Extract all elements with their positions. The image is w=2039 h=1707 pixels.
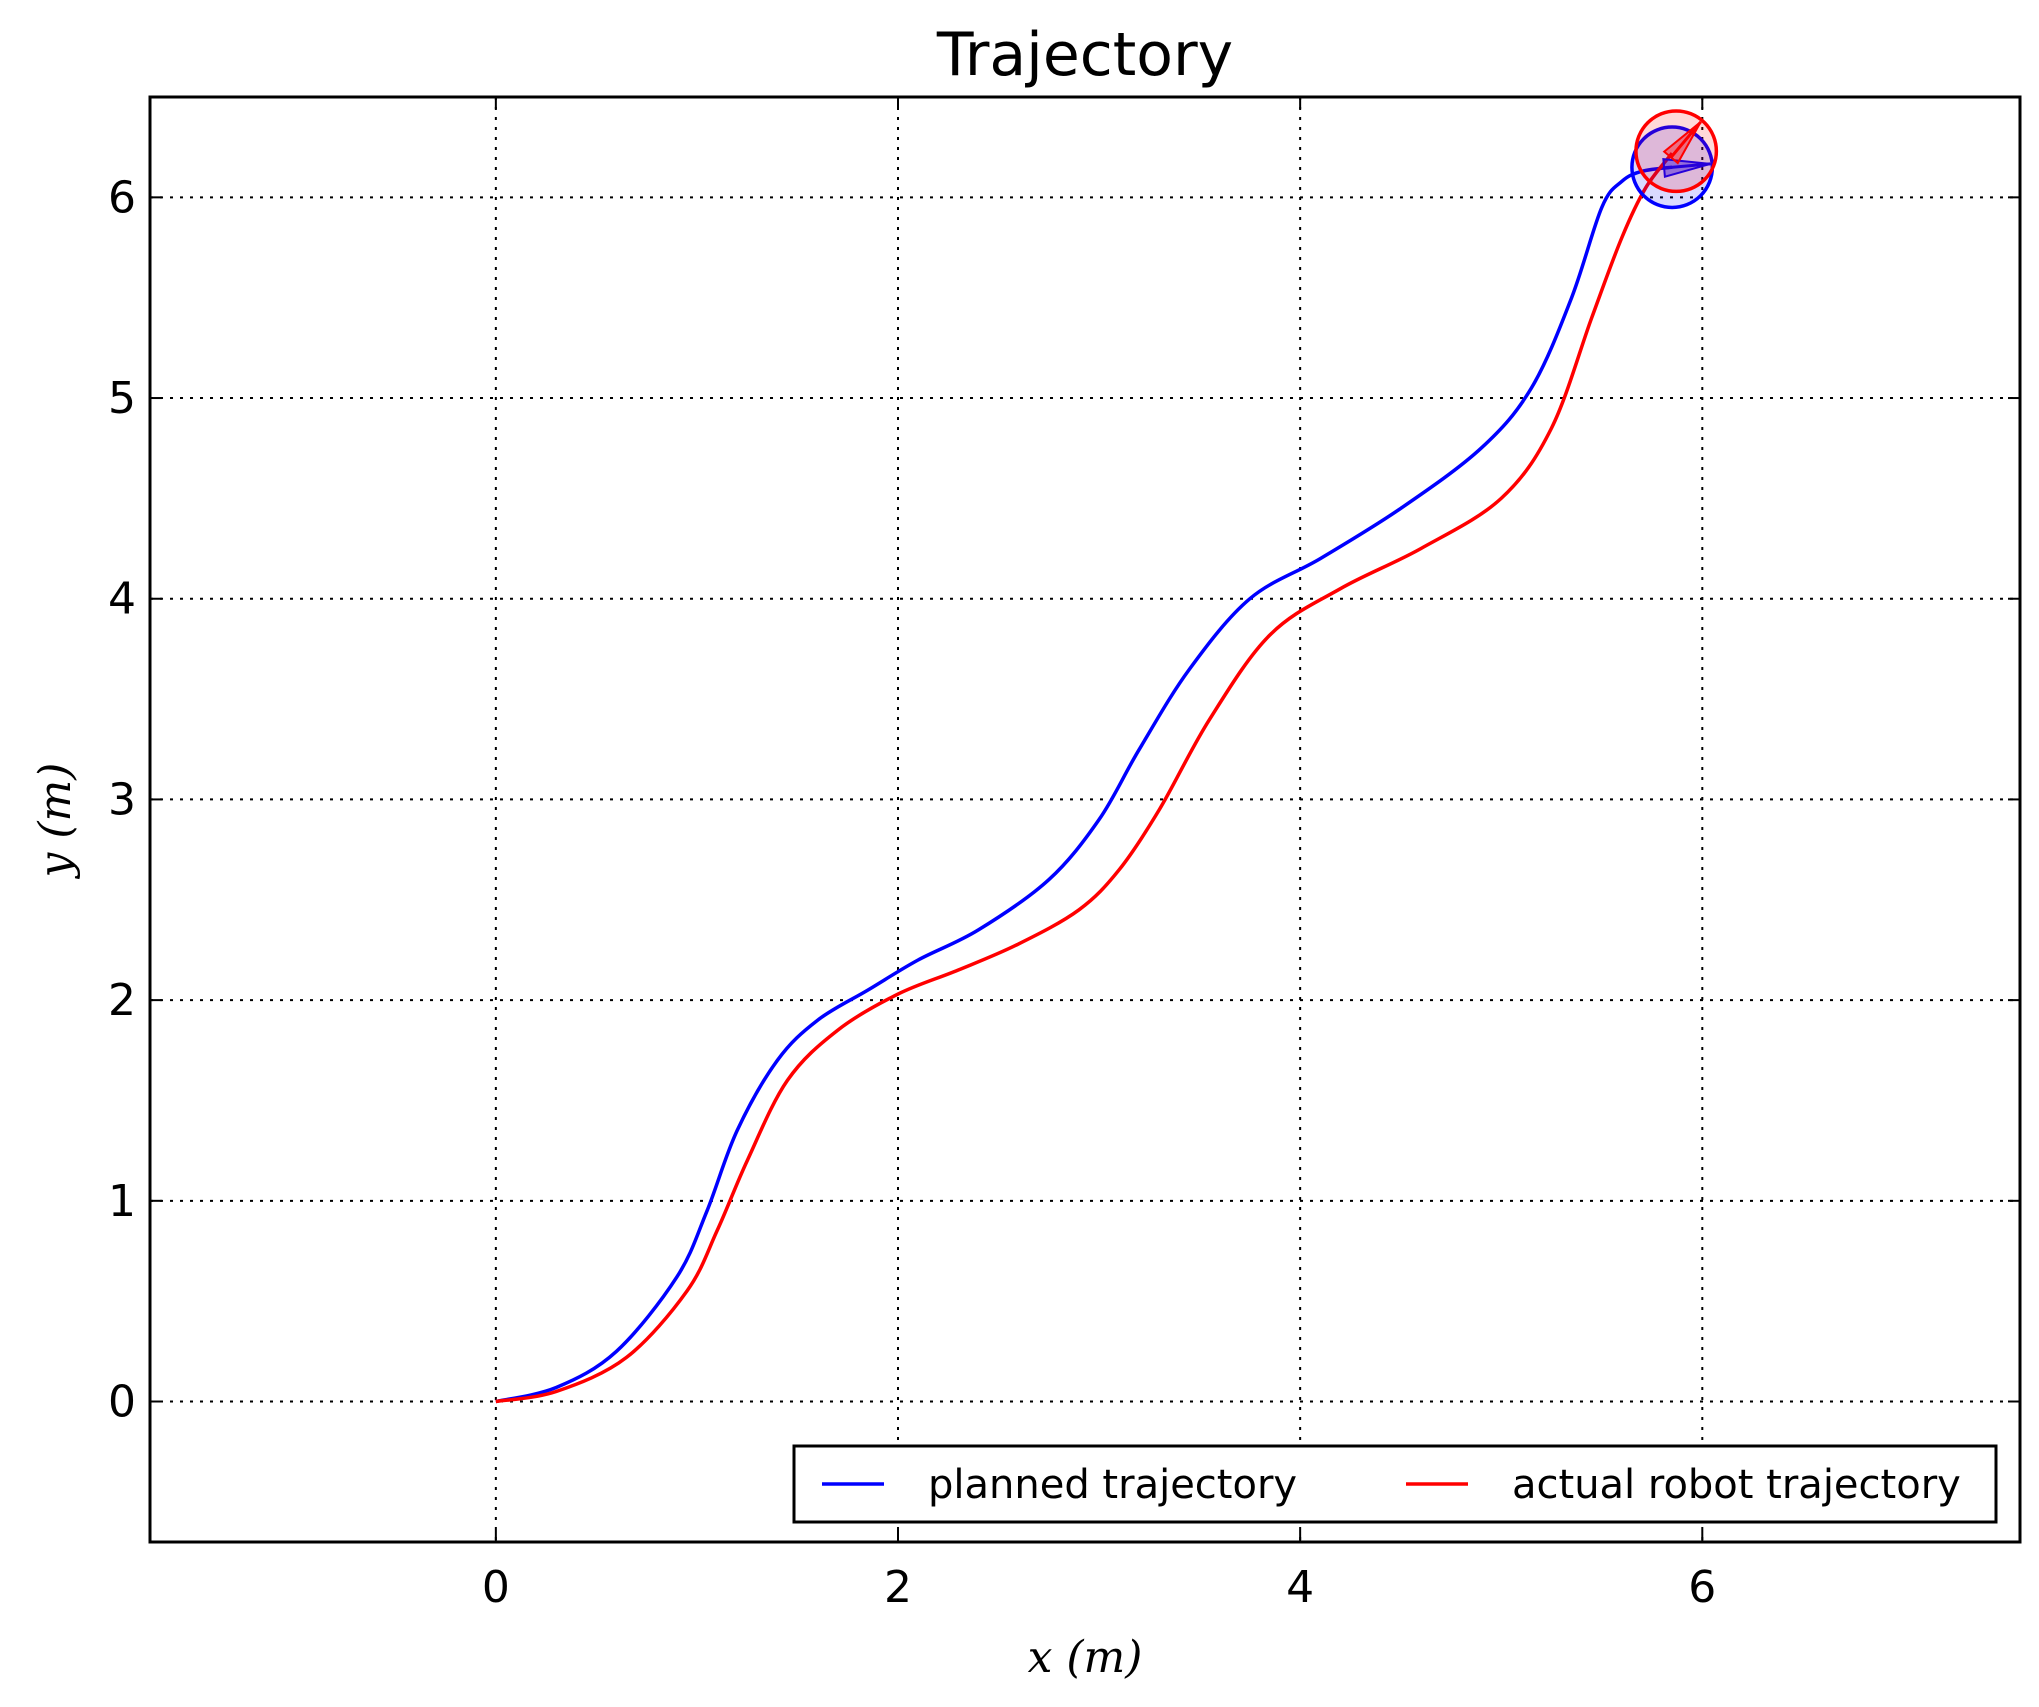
x-tick-label: 6: [1688, 1562, 1716, 1613]
robot-heading-line: [1669, 120, 1702, 159]
legend: planned trajectory actual robot trajector…: [792, 1444, 1998, 1524]
y-tick-label: 2: [108, 975, 136, 1026]
x-axis-label: x (m): [1028, 1632, 1143, 1683]
series-line-1: [495, 152, 1674, 1404]
y-tick-label: 5: [108, 373, 136, 424]
x-tick-label: 2: [884, 1562, 912, 1613]
robot-heading-line: [1663, 162, 1711, 170]
legend-label-1: actual robot trajectory: [1512, 1462, 1961, 1508]
plot-frame: [148, 95, 2022, 1544]
x-tick-label: 4: [1286, 1562, 1314, 1613]
x-tick-label: 0: [482, 1562, 510, 1613]
y-axis-label: y (m): [30, 763, 81, 880]
robot-markers: [1630, 109, 1719, 210]
chart-title: Trajectory: [936, 20, 1233, 90]
series-line-0: [495, 165, 1673, 1404]
y-tick-label: 4: [108, 574, 136, 625]
y-tick-label: 1: [108, 1176, 136, 1227]
series-layer: [495, 152, 1674, 1404]
legend-box: [792, 1444, 1998, 1524]
y-tick-label: 3: [108, 774, 136, 825]
robot-marker-1: [1634, 109, 1719, 194]
legend-label-0: planned trajectory: [928, 1462, 1297, 1508]
y-tick-label: 6: [108, 172, 136, 223]
y-tick-label: 0: [108, 1377, 136, 1428]
axis-ticks: 0 2 4 6 0 1 2 3 4 5 6: [108, 97, 2020, 1613]
grid-lines: [150, 97, 2020, 1542]
